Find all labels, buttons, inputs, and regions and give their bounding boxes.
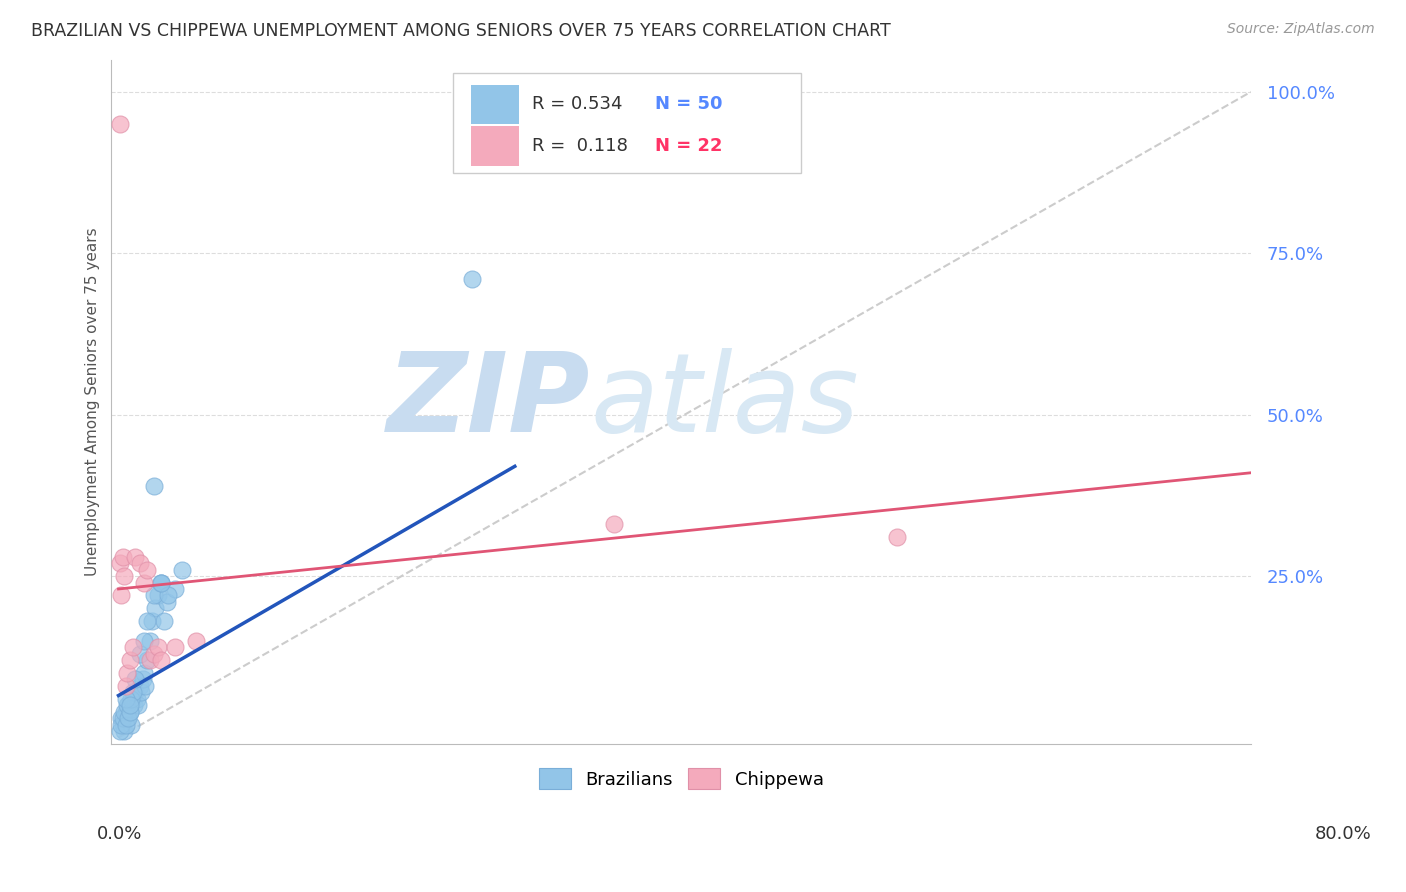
Point	[124, 673, 146, 687]
Point	[121, 691, 143, 706]
Point	[115, 698, 138, 713]
Point	[127, 698, 149, 713]
FancyBboxPatch shape	[471, 127, 519, 166]
Point	[108, 556, 131, 570]
Point	[131, 673, 153, 687]
Point	[461, 272, 484, 286]
Point	[149, 575, 172, 590]
Point	[165, 582, 187, 596]
Point	[115, 711, 138, 725]
Point	[143, 601, 166, 615]
Point	[110, 717, 132, 731]
Point	[157, 589, 180, 603]
Text: N = 22: N = 22	[655, 137, 723, 155]
Point	[121, 640, 143, 654]
Point	[132, 633, 155, 648]
Point	[111, 717, 134, 731]
Point	[165, 640, 187, 654]
Point	[886, 530, 908, 544]
Point	[108, 117, 131, 131]
Point	[118, 653, 141, 667]
Point	[118, 705, 141, 719]
Text: N = 50: N = 50	[655, 95, 723, 113]
Point	[152, 614, 174, 628]
Text: Source: ZipAtlas.com: Source: ZipAtlas.com	[1227, 22, 1375, 37]
Point	[110, 589, 132, 603]
Point	[112, 724, 135, 739]
Point	[112, 705, 135, 719]
Point	[461, 117, 484, 131]
Point	[141, 614, 163, 628]
Point	[134, 679, 156, 693]
FancyBboxPatch shape	[471, 85, 519, 124]
Point	[120, 717, 142, 731]
Point	[124, 549, 146, 564]
Point	[603, 517, 626, 532]
Point	[125, 691, 148, 706]
Point	[122, 698, 145, 713]
Point	[121, 685, 143, 699]
Point	[114, 691, 136, 706]
Point	[129, 685, 152, 699]
Point	[111, 711, 134, 725]
Point	[138, 653, 160, 667]
Point	[132, 575, 155, 590]
Point	[120, 691, 142, 706]
Point	[111, 549, 134, 564]
Point	[146, 640, 169, 654]
Text: BRAZILIAN VS CHIPPEWA UNEMPLOYMENT AMONG SENIORS OVER 75 YEARS CORRELATION CHART: BRAZILIAN VS CHIPPEWA UNEMPLOYMENT AMONG…	[31, 22, 890, 40]
Text: R =  0.118: R = 0.118	[531, 137, 627, 155]
Point	[114, 717, 136, 731]
Text: atlas: atlas	[591, 348, 859, 455]
Point	[186, 633, 208, 648]
Point	[149, 575, 172, 590]
Point	[118, 705, 141, 719]
Point	[138, 633, 160, 648]
Point	[114, 705, 136, 719]
Point	[112, 569, 135, 583]
Point	[155, 595, 177, 609]
Point	[128, 647, 150, 661]
Point	[135, 653, 157, 667]
Point	[114, 679, 136, 693]
Point	[117, 698, 139, 713]
Point	[110, 711, 132, 725]
Text: 0.0%: 0.0%	[97, 825, 142, 843]
Point	[142, 478, 165, 492]
Point	[142, 647, 165, 661]
Point	[142, 589, 165, 603]
Point	[115, 665, 138, 680]
Point	[146, 589, 169, 603]
Point	[132, 665, 155, 680]
Y-axis label: Unemployment Among Seniors over 75 years: Unemployment Among Seniors over 75 years	[86, 227, 100, 576]
Text: 80.0%: 80.0%	[1315, 825, 1371, 843]
Point	[124, 685, 146, 699]
Point	[128, 556, 150, 570]
Point	[135, 563, 157, 577]
Point	[149, 575, 172, 590]
Point	[117, 711, 139, 725]
Point	[172, 563, 194, 577]
Point	[108, 724, 131, 739]
Point	[149, 653, 172, 667]
FancyBboxPatch shape	[453, 73, 801, 172]
Text: R = 0.534: R = 0.534	[531, 95, 623, 113]
Legend: Brazilians, Chippewa: Brazilians, Chippewa	[531, 761, 831, 797]
Text: ZIP: ZIP	[387, 348, 591, 455]
Point	[118, 698, 141, 713]
Point	[135, 614, 157, 628]
Point	[128, 679, 150, 693]
